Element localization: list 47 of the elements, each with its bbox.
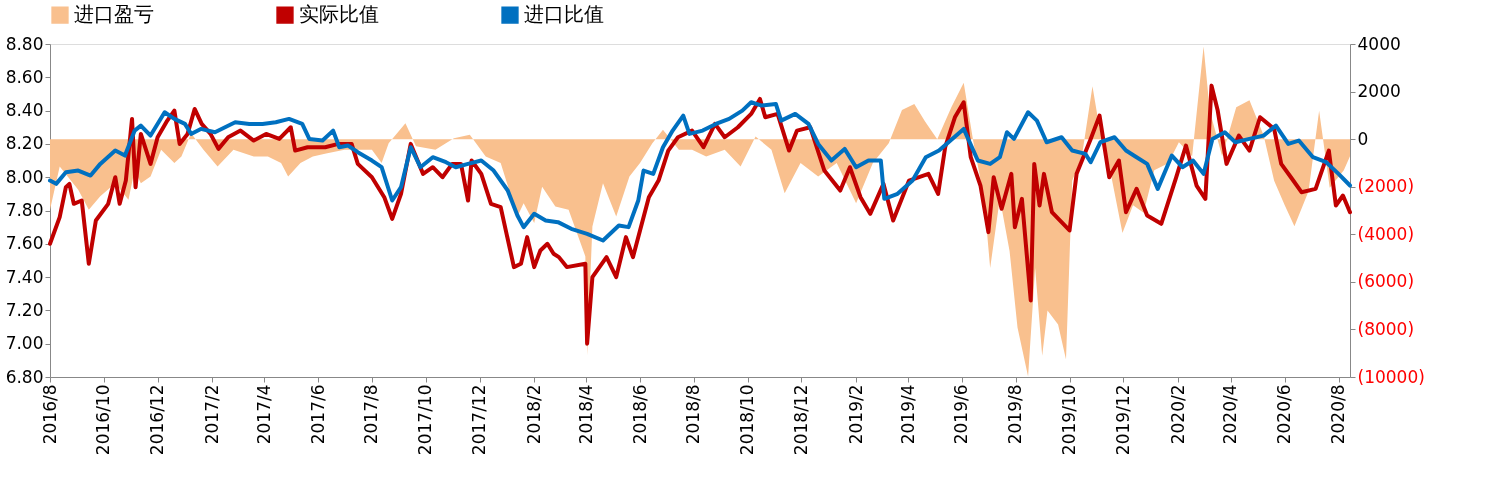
x-tick-label: 2019/4 [897,384,918,445]
x-tick-label: 2018/6 [629,384,650,445]
y2-tick-label: 4000 [1357,33,1401,54]
y-tick-label: 7.20 [5,299,44,320]
x-tick-label: 2017/8 [361,384,382,445]
y-tick-label: 8.20 [5,133,44,154]
x-tick-label: 2017/4 [253,384,274,445]
x-tick-label: 2018/10 [737,384,758,456]
x-tick-label: 2020/4 [1220,384,1241,445]
y-tick-label: 7.60 [5,233,44,254]
legend-label: 进口盈亏 [74,2,154,27]
x-tick-label: 2017/6 [307,384,328,445]
x-tick-label: 2018/2 [523,384,544,445]
x-tick-label: 2016/10 [93,384,114,456]
y-tick-label: 8.80 [5,33,44,54]
x-tick-label: 2017/2 [201,384,222,445]
x-tick-label: 2016/12 [147,384,168,456]
y-tick-label: 8.40 [5,100,44,121]
x-tick-label: 2019/6 [951,384,972,445]
x-tick-label: 2020/8 [1328,384,1349,445]
y2-tick-label: 0 [1357,128,1369,149]
x-tick-label: 2016/8 [39,384,60,445]
y-tick-label: 7.00 [5,333,44,354]
legend-label: 进口比值 [524,2,604,27]
y-tick-label: 7.40 [5,266,44,287]
y-tick-label: 8.00 [5,166,44,187]
x-tick-label: 2018/4 [575,384,596,445]
y2-tick-label: (4000) [1357,223,1415,244]
y2-tick-label: (10000) [1357,366,1425,387]
legend-label: 实际比值 [299,2,379,27]
y-tick-label: 7.80 [5,200,44,220]
y2-tick-label: 2000 [1357,81,1401,102]
x-tick-label: 2017/12 [469,384,490,456]
x-tick-label: 2020/6 [1274,384,1295,445]
x-tick-label: 2020/2 [1167,384,1188,445]
y2-tick-label: (2000) [1357,176,1415,197]
y2-tick-label: (6000) [1357,271,1415,292]
x-tick-label: 2018/8 [683,384,704,445]
y2-tick-label: (8000) [1357,318,1415,339]
x-tick-label: 2019/8 [1005,384,1026,445]
y-tick-label: 8.60 [5,66,44,87]
x-tick-label: 2019/10 [1059,384,1080,456]
x-tick-label: 2018/12 [790,384,811,456]
y-tick-label: 6.80 [5,366,44,387]
x-tick-label: 2019/12 [1112,384,1133,456]
x-tick-label: 2019/2 [845,384,866,445]
x-tick-label: 2017/10 [415,384,436,456]
